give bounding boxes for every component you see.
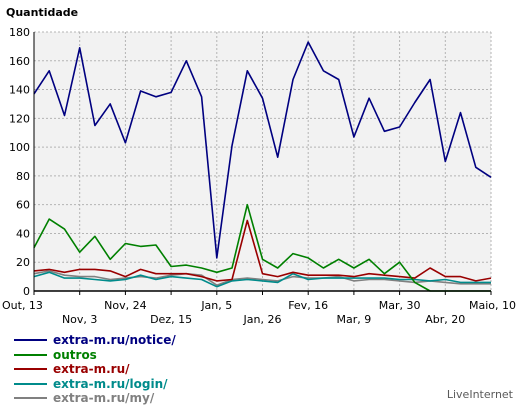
x-tick-label: Fev, 16 (288, 299, 328, 312)
series-line-1 (33, 203, 491, 292)
legend-item: extra-m.ru/my/ (14, 391, 176, 406)
y-tick-label: 100 (9, 141, 30, 154)
legend-label: outros (53, 347, 97, 362)
brand-label: LiveInternet (446, 388, 513, 401)
legend-label: extra-m.ru/login/ (53, 376, 168, 391)
x-tick-label: Mar, 9 (337, 313, 372, 326)
y-tick-label: 140 (9, 84, 30, 97)
y-axis-ticks: 0 20 40 60 80 100 120 140 160 180 (9, 26, 30, 298)
y-tick-label: 60 (16, 199, 30, 212)
legend-swatch (14, 353, 47, 356)
legend-label: extra-m.ru/notice/ (53, 333, 176, 348)
legend-item: extra-m.ru/login/ (14, 377, 176, 392)
y-tick-label: 20 (16, 256, 30, 269)
series-lines (33, 41, 492, 292)
legend-item: extra-m.ru/ (14, 362, 176, 377)
chart-title: Quantidade (6, 6, 78, 19)
series-line-0 (33, 41, 492, 259)
legend-item: outros (14, 348, 176, 363)
legend-label: extra-m.ru/my/ (53, 391, 155, 406)
series-line-2 (33, 219, 492, 282)
y-tick-label: 0 (23, 285, 30, 298)
x-tick-label: Jan, 5 (200, 299, 232, 312)
series-line-3 (33, 271, 491, 288)
legend-swatch (14, 397, 47, 400)
y-tick-label: 180 (9, 26, 30, 39)
x-tick-label: Abr, 20 (425, 313, 465, 326)
x-tick-label: Jan, 26 (243, 313, 282, 326)
x-tick-label: Maio, 10 (469, 299, 516, 312)
legend-label: extra-m.ru/ (53, 362, 130, 377)
y-tick-label: 40 (16, 227, 30, 240)
y-tick-label: 80 (16, 170, 30, 183)
legend: extra-m.ru/notice/outros extra-m.ru/extra… (14, 333, 176, 406)
y-tick-label: 120 (9, 112, 30, 125)
y-tick-label: 160 (9, 55, 30, 68)
x-axis-ticks: Out, 13 Nov, 24 Jan, 5 Fev, 16 Mar, 30 Maio, … (2, 291, 516, 326)
x-tick-label: Mar, 30 (379, 299, 421, 312)
legend-item: extra-m.ru/notice/ (14, 333, 176, 348)
x-tick-label: Nov, 24 (104, 299, 146, 312)
legend-swatch (14, 339, 47, 342)
legend-swatch (14, 368, 47, 371)
x-tick-label: Nov, 3 (62, 313, 97, 326)
x-tick-label: Dez, 15 (150, 313, 192, 326)
legend-swatch (14, 382, 47, 385)
x-tick-label: Out, 13 (2, 299, 43, 312)
